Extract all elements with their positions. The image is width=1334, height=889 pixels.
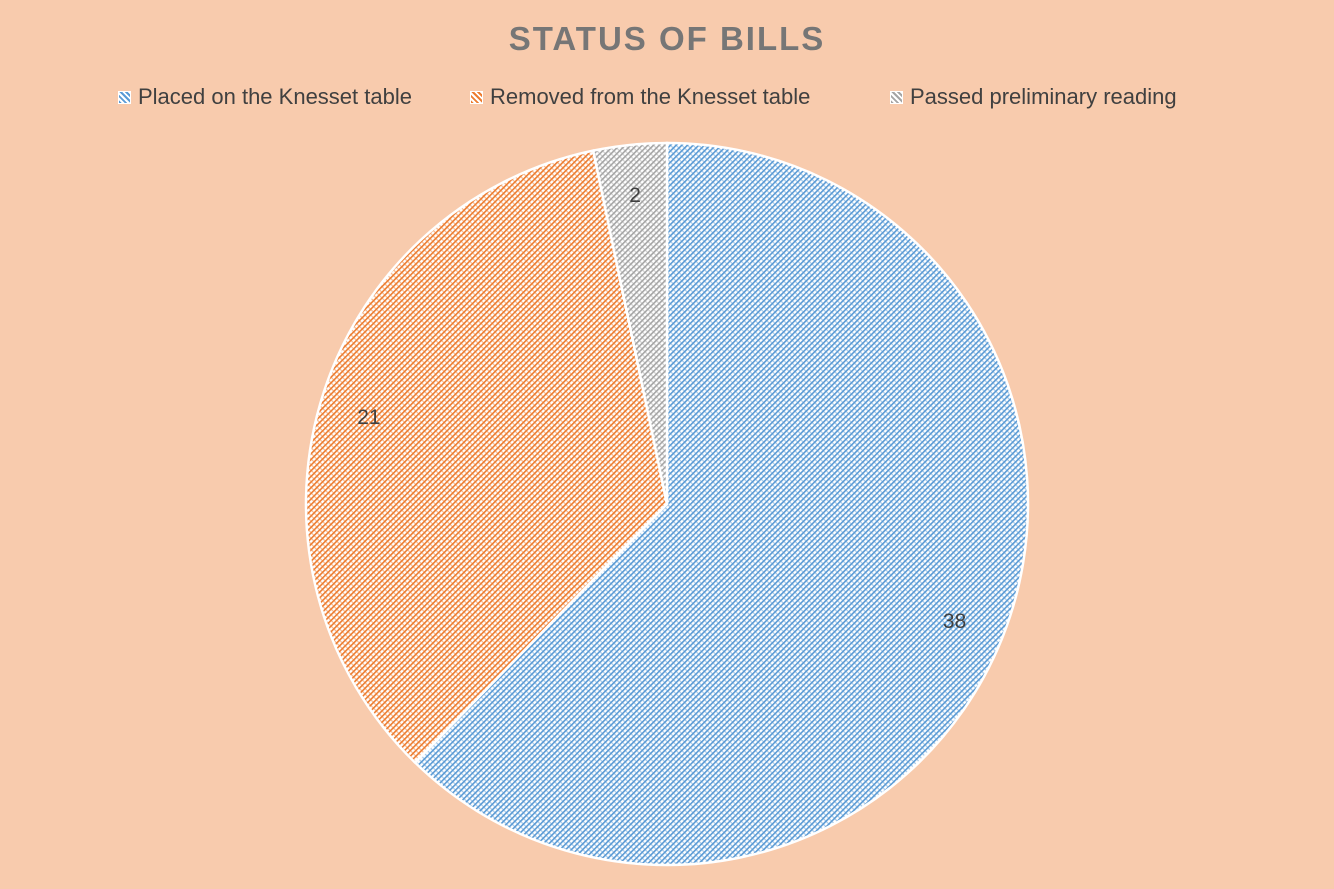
pie-slice-passed xyxy=(591,141,669,505)
legend-swatch-removed xyxy=(470,90,483,104)
chart-legend: Placed on the Knesset table Removed from… xyxy=(0,84,1334,114)
data-label-placed: 38 xyxy=(943,610,966,633)
pie-slices xyxy=(304,141,1030,867)
pie-slice-placed xyxy=(413,141,1030,867)
data-label-removed: 21 xyxy=(357,406,380,429)
pie-slice-removed xyxy=(304,149,669,765)
data-label-passed: 2 xyxy=(629,184,641,207)
chart-title: STATUS OF BILLS xyxy=(508,20,826,57)
legend-swatch-placed xyxy=(118,90,131,104)
legend-label-removed: Removed from the Knesset table xyxy=(490,84,811,109)
legend-label-placed: Placed on the Knesset table xyxy=(138,84,412,109)
legend-item-passed: Passed preliminary reading xyxy=(890,84,1177,110)
pie-data-labels: 38 21 2 xyxy=(357,184,966,633)
legend-item-placed: Placed on the Knesset table xyxy=(118,84,412,110)
legend-swatch-passed xyxy=(890,90,903,104)
legend-item-removed: Removed from the Knesset table xyxy=(470,84,810,110)
legend-label-passed: Passed preliminary reading xyxy=(910,84,1177,109)
